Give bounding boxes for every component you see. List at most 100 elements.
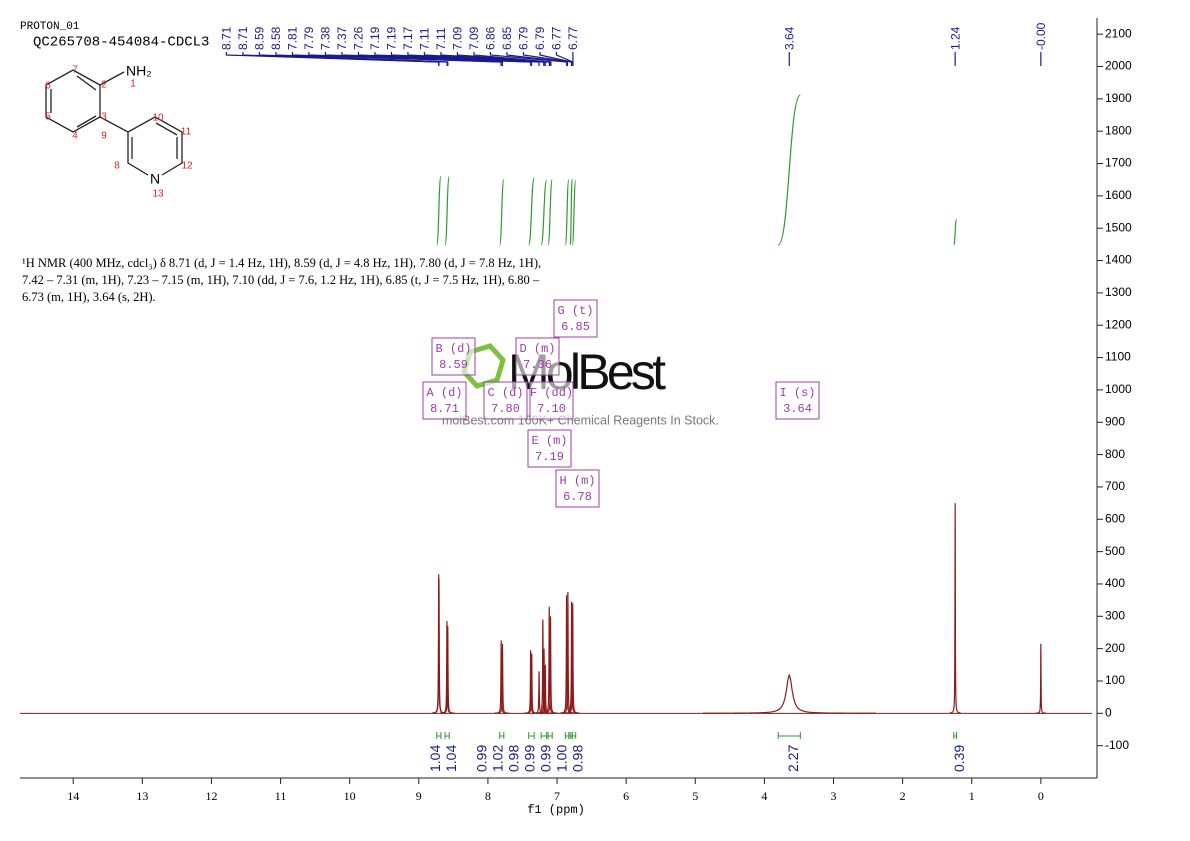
peak-pick-label: 6.77 [550,26,564,50]
atom-number: 6 [45,81,51,92]
x-tick-label: 7 [554,789,560,803]
peak-pick-line [440,52,551,66]
multiplet-label: A (d) [426,386,462,400]
peak-pick-label: 6.79 [517,26,531,50]
peak-pick-label: 7.09 [467,26,481,50]
y-tick-label: 0 [1105,705,1112,719]
peak-pick-label: 8.59 [253,26,267,50]
peak-pick-label: 7.19 [385,26,399,50]
atom-number: 4 [72,131,78,142]
multiplet-box [527,429,572,468]
integral-curve [777,94,801,246]
peak-pick-label: 7.79 [302,26,316,50]
y-tick-label: 2000 [1105,59,1132,73]
peak-pick-label: 8.71 [220,26,234,50]
integral-curve [564,179,570,246]
y-tick-label: 200 [1105,641,1125,655]
peak-pick-label: 1.24 [948,26,962,50]
x-tick-label: 11 [275,789,287,803]
atom-number: 9 [101,131,107,142]
x-tick-label: 0 [1038,789,1044,803]
peak [543,616,558,714]
integral-curve [571,179,577,246]
experiment-name: PROTON_01 [20,21,80,33]
peak [538,664,553,714]
multiplet-shift: 7.80 [491,402,520,416]
y-tick-label: 700 [1105,479,1125,493]
integral-curve [547,179,553,246]
y-tick-label: 1400 [1105,253,1132,267]
multiplet-shift: 7.19 [535,450,564,464]
integral-curve [953,218,958,246]
integral-bracket [528,732,535,739]
x-tick-label: 12 [205,789,217,803]
x-tick-label: 3 [831,789,837,803]
peak-pick-label: 6.85 [500,26,514,50]
peak-pick-line [539,52,573,66]
x-tick-label: 5 [692,789,698,803]
peak-pick-label: 3.64 [782,26,796,50]
y-tick-label: 1300 [1105,285,1132,299]
multiplet-box [422,381,467,420]
multiplet-label: B (d) [435,342,471,356]
multiplet-box [555,469,600,508]
atom-number: 2 [101,80,107,91]
multiplet-box [483,381,528,420]
peak-pick-line [275,52,449,66]
integral-label: 1.00 [554,745,570,772]
peak-pick-label: 7.19 [368,26,382,50]
multiplet-box [431,337,476,376]
atom-number: 8 [114,161,120,172]
integral-curve [499,179,505,246]
integral-label: 0.98 [570,745,586,772]
integral-bracket [571,732,577,739]
integral-label: 1.04 [427,745,443,772]
multiplet-label: G (t) [557,304,593,318]
atom-number: 11 [181,127,192,138]
x-tick-label: 9 [416,789,422,803]
atom-number: 10 [152,113,164,124]
peak [440,625,455,714]
y-tick-label: 1000 [1105,382,1132,396]
multiplet-label: I (s) [779,386,815,400]
multiplet-shift: 8.71 [430,402,459,416]
integral-curve [444,175,450,246]
integral-bracket [564,732,570,739]
integral-label: 0.99 [522,745,538,772]
peak-pick-label: -0.00 [1034,22,1048,50]
peak-pick-label: 7.11 [434,27,448,50]
integral-label: 0.99 [474,745,490,772]
y-tick-label: 400 [1105,576,1125,590]
atom-number: 3 [101,112,107,123]
multiplet-shift: 3.64 [783,402,812,416]
peak [1035,643,1047,714]
integral-label: 0.99 [538,745,554,772]
y-tick-label: 1200 [1105,317,1132,331]
y-tick-label: 1700 [1105,156,1132,170]
integral-label: 2.27 [785,745,801,772]
multiplet-shift: 8.59 [439,358,468,372]
peak [535,619,550,714]
peak-pick-label: 6.86 [484,26,498,50]
integral-bracket [777,732,801,739]
peak-pick-label: 7.37 [335,26,349,50]
x-tick-label: 1 [969,789,975,803]
peak-pick-line [308,52,504,66]
x-tick-label: 4 [761,789,767,803]
sample-name: QC265708-454084-CDCL3 [33,35,209,51]
x-tick-label: 10 [344,789,356,803]
peak-pick-line [489,52,568,66]
y-tick-label: 1900 [1105,91,1132,105]
integral-curve [540,179,548,246]
integral-bracket [444,732,450,739]
peak-pick-label: 7.11 [418,27,432,50]
description-line: 7.42 – 7.31 (m, 1H), 7.23 – 7.15 (m, 1H)… [22,273,540,287]
peak-pick-label: 7.81 [286,26,300,50]
multiplet-shift: 6.85 [561,320,590,334]
peak-pick-label: 7.17 [401,26,415,50]
integral-label: 1.04 [443,745,459,772]
